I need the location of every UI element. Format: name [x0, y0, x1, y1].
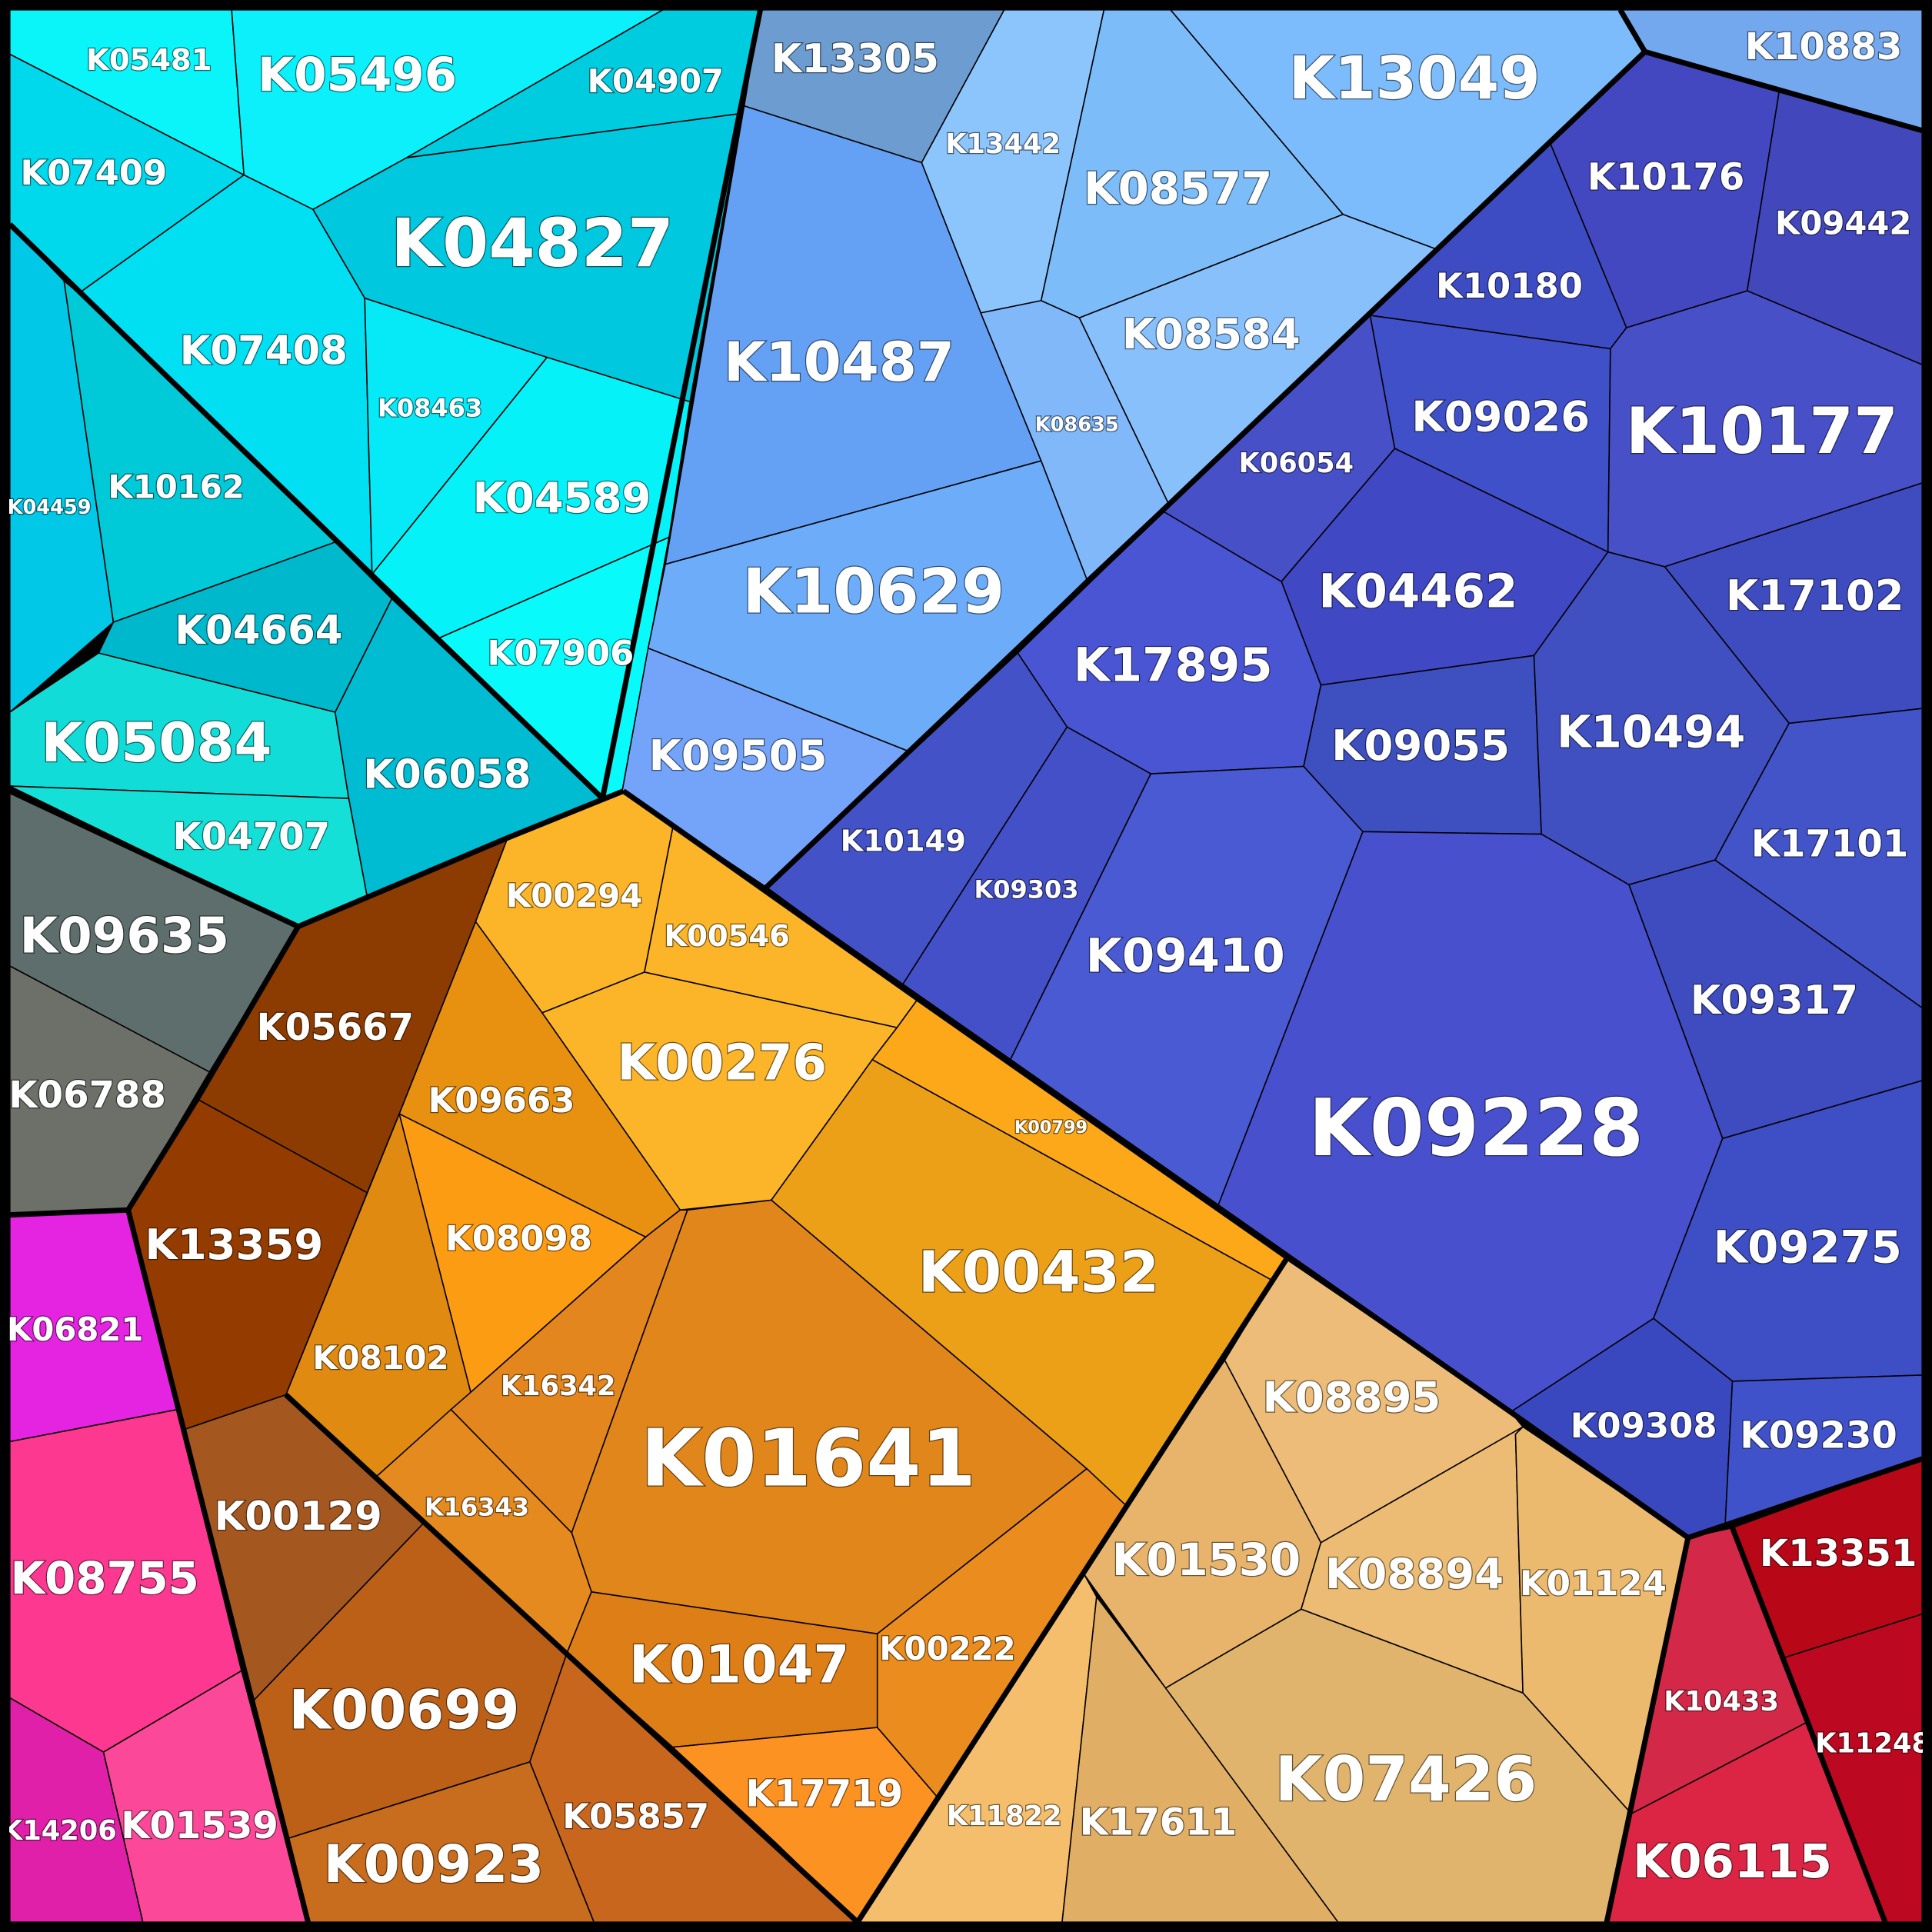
cell-label-k05667: K05667 — [257, 1006, 415, 1049]
cell-label-k13305: K13305 — [771, 36, 939, 82]
cell-label-k05084: K05084 — [42, 711, 272, 774]
cell-label-k05857: K05857 — [562, 1796, 709, 1837]
cell-label-k16342: K16342 — [501, 1371, 616, 1402]
cell-label-k04589: K04589 — [473, 473, 651, 522]
cell-label-k04907: K04907 — [588, 62, 724, 100]
cell-label-k01539: K01539 — [121, 1804, 278, 1847]
cell-label-k13049: K13049 — [1289, 45, 1541, 113]
cell-label-k08895: K08895 — [1262, 1373, 1441, 1422]
cell-label-k00432: K00432 — [918, 1240, 1159, 1305]
cell-label-k07408: K07408 — [180, 328, 348, 375]
cell-label-k00923: K00923 — [324, 1834, 544, 1894]
group-border — [8, 222, 605, 801]
cell-label-k09635: K09635 — [19, 908, 229, 965]
cell-label-k16343: K16343 — [425, 1492, 529, 1521]
cell-label-k01047: K01047 — [629, 1634, 849, 1694]
cell-label-k10883: K10883 — [1745, 25, 1903, 68]
cell-label-k17611: K17611 — [1080, 1800, 1237, 1844]
cell-label-k09026: K09026 — [1411, 392, 1590, 441]
cell-label-k13442: K13442 — [945, 128, 1061, 160]
cell-label-k11822: K11822 — [947, 1800, 1062, 1832]
cell-label-k01530: K01530 — [1112, 1534, 1301, 1586]
group-border — [8, 788, 625, 930]
cell-label-k10494: K10494 — [1557, 706, 1745, 758]
cell-label-k00699: K00699 — [289, 1679, 520, 1742]
cell-label-k17101: K17101 — [1751, 822, 1909, 865]
cell-label-k10162: K10162 — [108, 468, 244, 505]
group-border — [855, 1257, 1289, 1924]
cell-label-k10177: K10177 — [1626, 394, 1898, 468]
cell-label-k09228: K09228 — [1308, 1083, 1644, 1174]
cell-label-k10433: K10433 — [1664, 1686, 1779, 1717]
cell-label-k00129: K00129 — [215, 1494, 382, 1540]
cell-label-k09055: K09055 — [1331, 721, 1510, 770]
cell-label-k09505: K09505 — [649, 731, 828, 780]
cell-label-k08894: K08894 — [1325, 1549, 1504, 1598]
cell-label-k01641: K01641 — [641, 1413, 976, 1504]
cell-label-k10176: K10176 — [1587, 156, 1745, 199]
cell-label-k04459: K04459 — [8, 496, 92, 519]
cell-label-k04664: K04664 — [175, 608, 342, 654]
group-border — [621, 788, 1924, 1541]
cell-label-k09275: K09275 — [1713, 1221, 1901, 1273]
cell-label-k07906: K07906 — [487, 633, 634, 674]
cell-label-k07409: K07409 — [20, 152, 167, 193]
cell-label-k17895: K17895 — [1074, 638, 1273, 693]
group-border — [125, 924, 301, 1212]
cell-label-k09410: K09410 — [1086, 929, 1285, 984]
cell-label-k08635: K08635 — [1035, 414, 1119, 437]
group-border — [764, 49, 1647, 890]
group-border — [1730, 1527, 1888, 1924]
cell-label-k00546: K00546 — [665, 919, 790, 954]
cell-label-k06058: K06058 — [363, 752, 531, 798]
cell-label-k05481: K05481 — [86, 43, 212, 78]
cell-label-k10629: K10629 — [742, 556, 1004, 628]
cell-label-k01124: K01124 — [1520, 1563, 1667, 1604]
cell-label-k13351: K13351 — [1760, 1532, 1917, 1575]
group-border — [599, 9, 763, 799]
cell-label-k10149: K10149 — [841, 824, 966, 859]
cell-label-k00222: K00222 — [879, 1630, 1015, 1667]
group-border — [1617, 8, 1924, 134]
group-border — [284, 1392, 860, 1924]
cell-label-k05496: K05496 — [258, 48, 457, 102]
cell-label-k13359: K13359 — [145, 1220, 323, 1269]
cell-label-k09317: K09317 — [1690, 978, 1858, 1024]
cell-label-k08577: K08577 — [1084, 162, 1272, 215]
cell-label-k09663: K09663 — [428, 1080, 575, 1121]
cell-label-k00276: K00276 — [617, 1035, 827, 1092]
cell-label-k09230: K09230 — [1740, 1414, 1897, 1457]
cell-label-k08584: K08584 — [1122, 309, 1301, 358]
cell-label-k04707: K04707 — [173, 815, 331, 858]
cell-label-k08463: K08463 — [378, 393, 482, 422]
cell-label-k00294: K00294 — [506, 877, 642, 914]
cell-label-k06788: K06788 — [8, 1074, 166, 1117]
cell-label-k08755: K08755 — [10, 1552, 198, 1604]
cell-label-k11248: K11248 — [1815, 1727, 1930, 1759]
cell-label-k06821: K06821 — [7, 1311, 143, 1348]
cell-label-k09442: K09442 — [1775, 205, 1911, 242]
cell-label-k00799: K00799 — [1014, 1118, 1088, 1138]
cell-label-k09303: K09303 — [974, 875, 1078, 904]
group-border — [1604, 1537, 1691, 1923]
cell-label-k08098: K08098 — [445, 1218, 592, 1259]
cell-label-k06054: K06054 — [1238, 448, 1354, 479]
cell-label-k10180: K10180 — [1436, 265, 1583, 306]
cell-label-k17102: K17102 — [1726, 571, 1904, 620]
cell-label-k06115: K06115 — [1633, 1834, 1832, 1889]
cell-label-k07426: K07426 — [1275, 1744, 1537, 1815]
cell-label-k17719: K17719 — [746, 1773, 904, 1816]
cell-label-k04462: K04462 — [1318, 565, 1517, 619]
cell-label-k08102: K08102 — [312, 1339, 448, 1377]
cell-label-k09308: K09308 — [1571, 1405, 1717, 1446]
cell-label-k10487: K10487 — [724, 331, 954, 394]
group-border — [9, 1207, 311, 1924]
cell-label-k04827: K04827 — [391, 205, 674, 282]
cell-label-k14206: K14206 — [2, 1815, 117, 1847]
